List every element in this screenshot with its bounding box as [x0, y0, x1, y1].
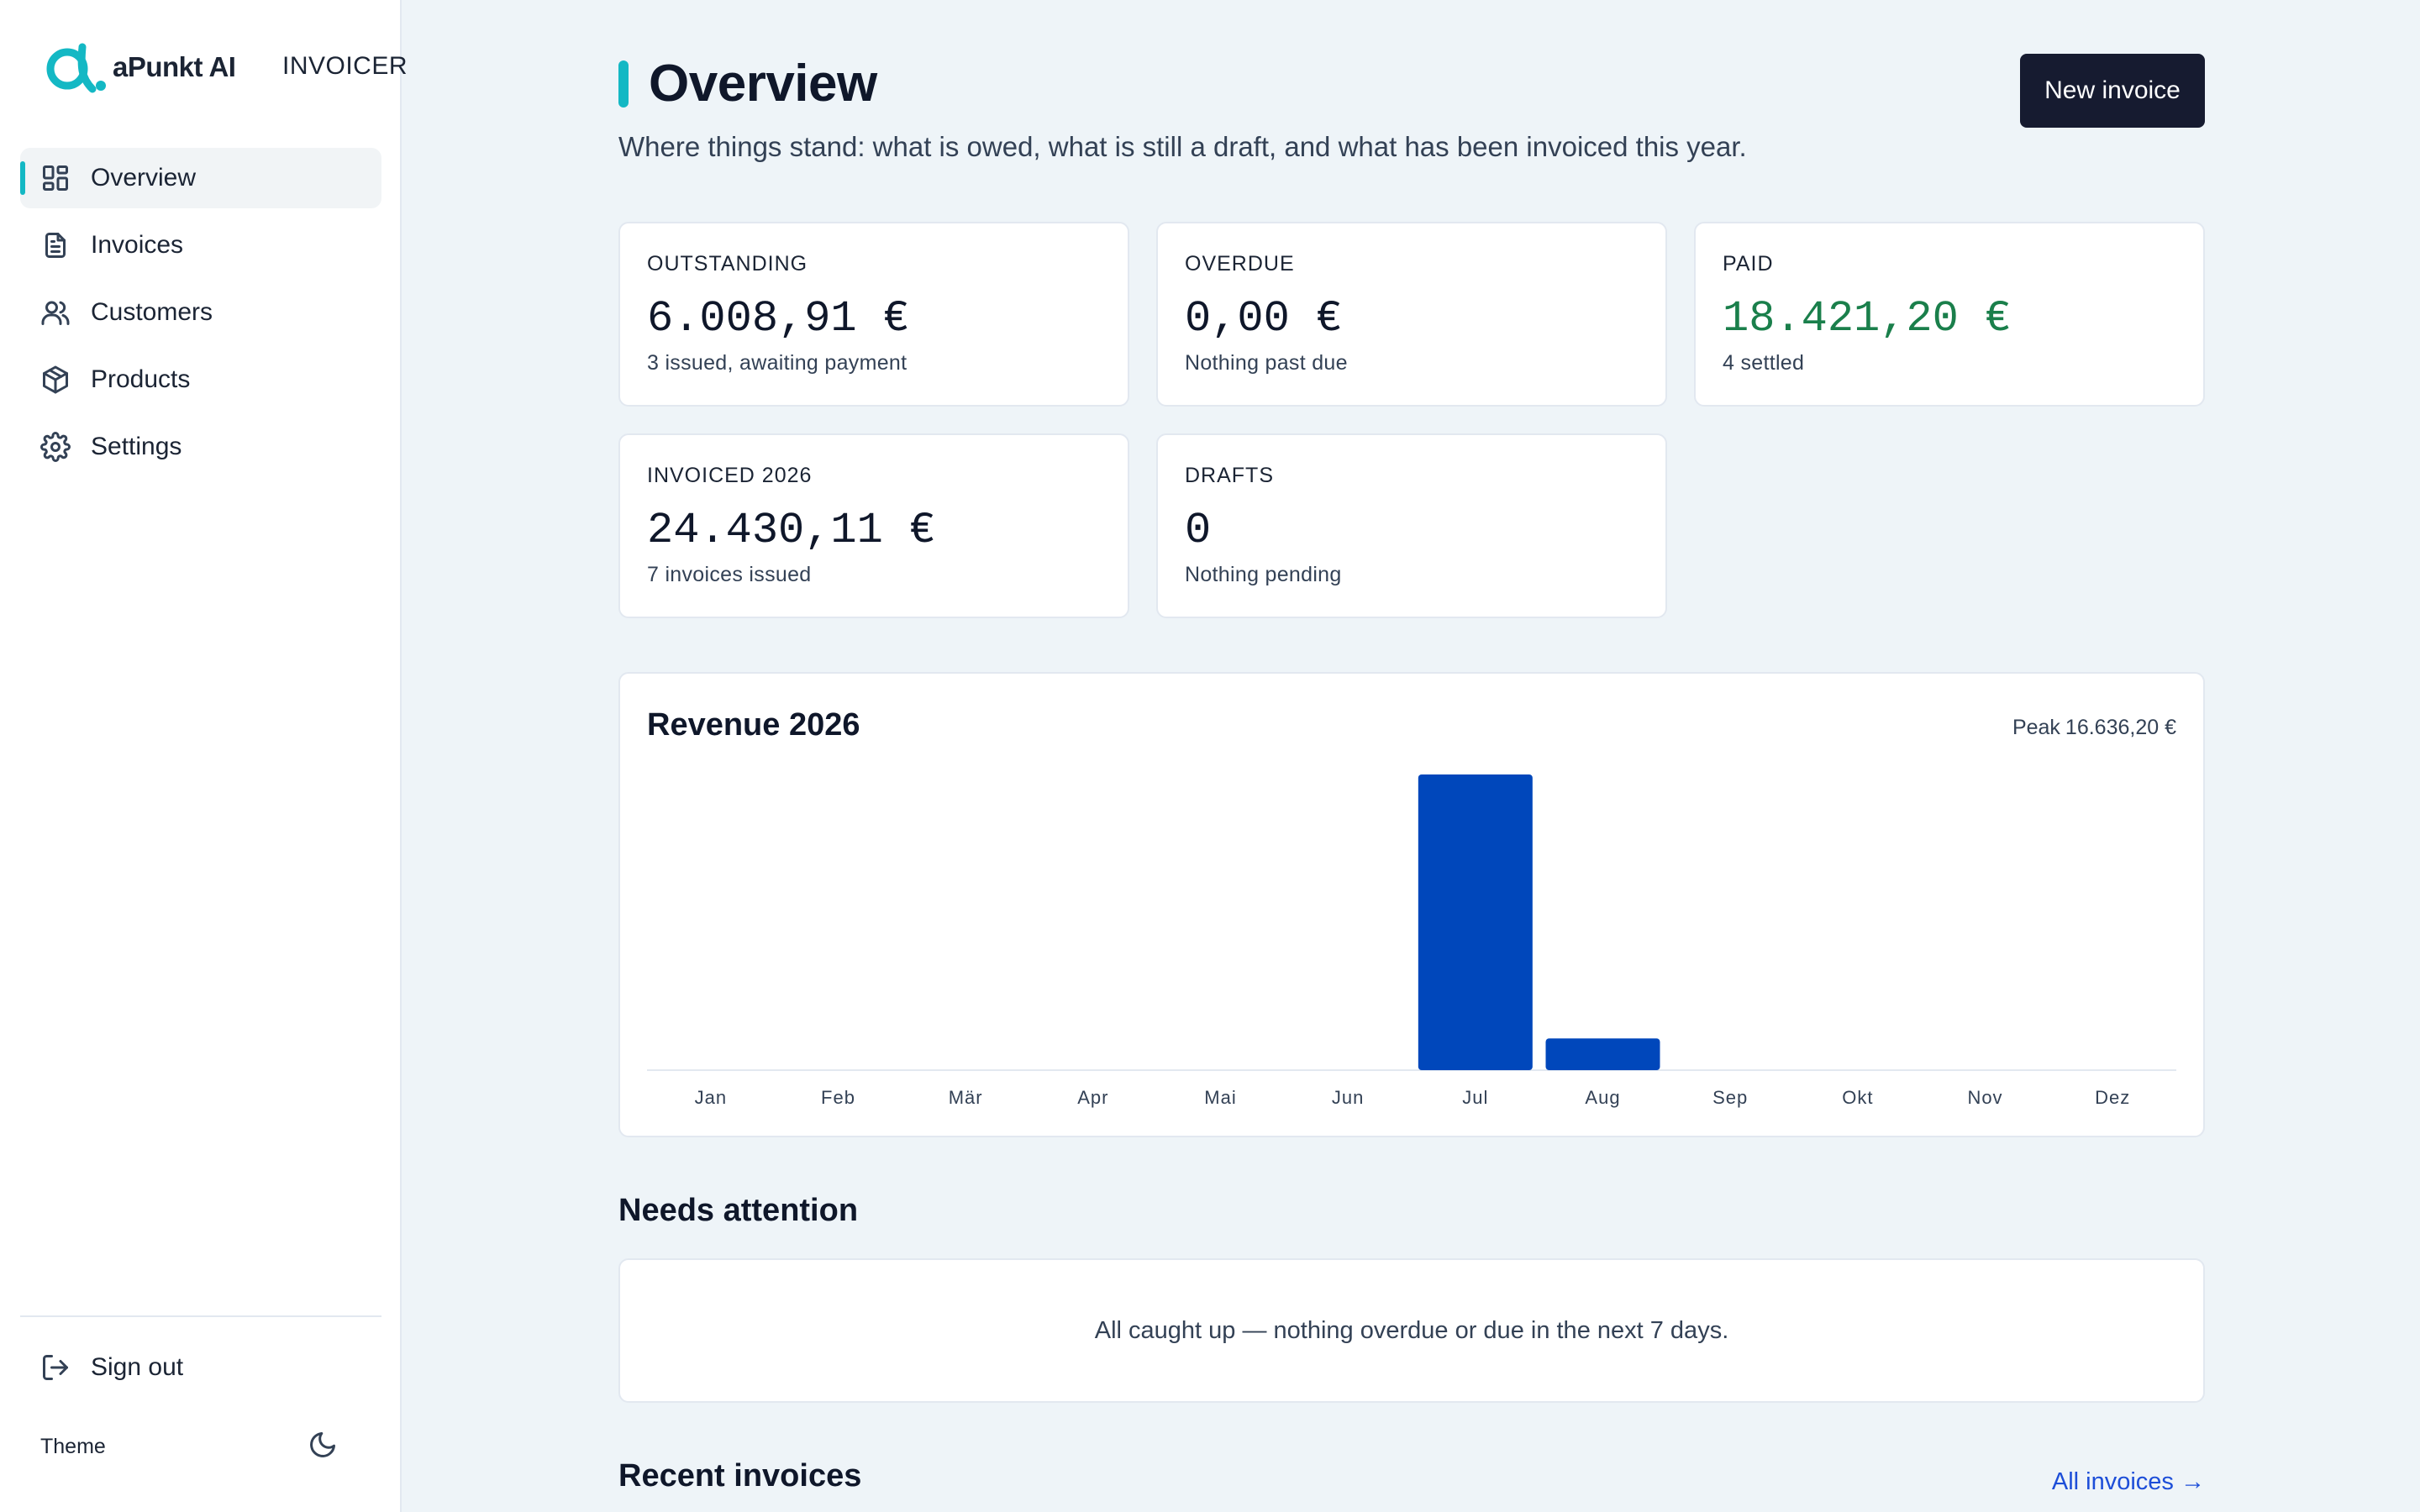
stat-label: OUTSTANDING	[647, 252, 808, 276]
document-icon	[40, 230, 71, 260]
recent-invoices-title: Recent invoices	[618, 1458, 862, 1494]
sidebar-item-customers[interactable]: Customers	[20, 282, 381, 343]
sidebar-item-invoices[interactable]: Invoices	[20, 215, 381, 276]
chart-bar-aug[interactable]	[1545, 1038, 1660, 1070]
chart-tick-label: Dez	[2095, 1087, 2130, 1108]
revenue-chart-card: Revenue 2026 Peak 16.636,20 € Jan Feb Mär Ap…	[618, 672, 2205, 1137]
chart-tick-label: Feb	[821, 1087, 855, 1108]
sidebar-item-label: Overview	[91, 164, 197, 192]
chart-tick-label: Aug	[1585, 1087, 1620, 1108]
sidebar-item-label: Invoices	[91, 231, 184, 259]
users-icon	[40, 297, 71, 328]
chart-title: Revenue 2026	[647, 707, 860, 743]
chart-tick-label: Jul	[1462, 1087, 1488, 1108]
brand-logo[interactable]: aPunkt AI	[42, 40, 236, 94]
box-icon	[40, 365, 71, 395]
gear-icon	[40, 432, 71, 462]
sidebar-item-settings[interactable]: Settings	[20, 417, 381, 477]
sign-out-icon	[40, 1352, 71, 1383]
needs-attention-card: All caught up — nothing overdue or due i…	[618, 1258, 2205, 1403]
dashboard-icon	[40, 163, 71, 193]
stat-card-outstanding: OUTSTANDING 6.008,91 € 3 issued, awaitin…	[618, 222, 1129, 407]
stat-card-drafts: DRAFTS 0 Nothing pending	[1156, 433, 1667, 618]
brand-name: aPunkt AI	[113, 51, 236, 82]
sign-out-label: Sign out	[91, 1353, 184, 1381]
app-name: INVOICER	[282, 52, 408, 80]
stat-caption: 3 issued, awaiting payment	[647, 351, 908, 375]
stat-value: 0,00 €	[1185, 294, 1343, 344]
new-invoice-button[interactable]: New invoice	[2020, 54, 2205, 128]
stat-label: INVOICED 2026	[647, 464, 813, 487]
apunkt-logo-icon	[46, 43, 106, 93]
sidebar-item-overview[interactable]: Overview	[20, 148, 381, 208]
sign-out-button[interactable]: Sign out	[20, 1337, 381, 1398]
stat-card-invoiced: INVOICED 2026 24.430,11 € 7 invoices iss…	[618, 433, 1129, 618]
chart-tick-label: Jan	[695, 1087, 727, 1108]
chart-tick-label: Sep	[1712, 1087, 1748, 1108]
chart-tick-label: Mär	[949, 1087, 983, 1108]
chart-tick-label: Okt	[1842, 1087, 1873, 1108]
peak-value: 16.636,20 €	[2065, 716, 2176, 739]
stat-caption: Nothing past due	[1185, 351, 1348, 375]
stat-value: 0	[1185, 506, 1212, 555]
title-accent-bar	[618, 60, 629, 108]
chart-tick-label: Nov	[1967, 1087, 2002, 1108]
chart-bar-jul[interactable]	[1418, 774, 1533, 1070]
stat-value: 18.421,20 €	[1723, 294, 2012, 344]
sidebar-nav: Overview Invoices Customers Products Set…	[20, 148, 381, 484]
chart-tick-label: Apr	[1077, 1087, 1108, 1108]
moon-icon	[310, 1432, 335, 1457]
sidebar-item-label: Settings	[91, 433, 182, 460]
theme-toggle-button[interactable]	[308, 1430, 341, 1463]
sidebar: aPunkt AI INVOICER Overview Invoices Cus…	[0, 0, 408, 1512]
stat-label: PAID	[1723, 252, 1774, 276]
stat-caption: 7 invoices issued	[647, 563, 812, 586]
revenue-bar-chart: Jan Feb Mär Apr Mai Jun Jul Aug Sep Okt Nov Dez	[647, 774, 2176, 1108]
sidebar-item-label: Products	[91, 365, 191, 393]
stat-card-overdue: OVERDUE 0,00 € Nothing past due	[1156, 222, 1667, 407]
stat-value: 6.008,91 €	[647, 294, 910, 344]
stat-label: OVERDUE	[1185, 252, 1295, 276]
stat-label: DRAFTS	[1185, 464, 1274, 487]
chart-peak: Peak 16.636,20 €	[2007, 716, 2176, 740]
sidebar-divider	[20, 1315, 381, 1317]
page-subtitle: Where things stand: what is owed, what i…	[618, 131, 1747, 162]
sidebar-item-label: Customers	[91, 298, 213, 326]
stat-value: 24.430,11 €	[647, 506, 936, 555]
stat-card-paid: PAID 18.421,20 € 4 settled	[1694, 222, 2205, 407]
all-invoices-link[interactable]: All invoices →	[2051, 1468, 2205, 1495]
stat-caption: 4 settled	[1723, 351, 1805, 375]
page-title: Overview	[649, 55, 877, 113]
chart-tick-label: Mai	[1204, 1087, 1236, 1108]
stat-caption: Nothing pending	[1185, 563, 1342, 586]
peak-label: Peak	[2012, 716, 2060, 739]
sidebar-item-products[interactable]: Products	[20, 349, 381, 410]
empty-state-message: All caught up — nothing overdue or due i…	[1094, 1316, 1729, 1344]
main-content: Overview Where things stand: what is owe…	[618, 0, 2205, 1512]
chart-tick-label: Jun	[1332, 1087, 1364, 1108]
theme-label: Theme	[40, 1435, 106, 1458]
needs-attention-title: Needs attention	[618, 1193, 859, 1228]
